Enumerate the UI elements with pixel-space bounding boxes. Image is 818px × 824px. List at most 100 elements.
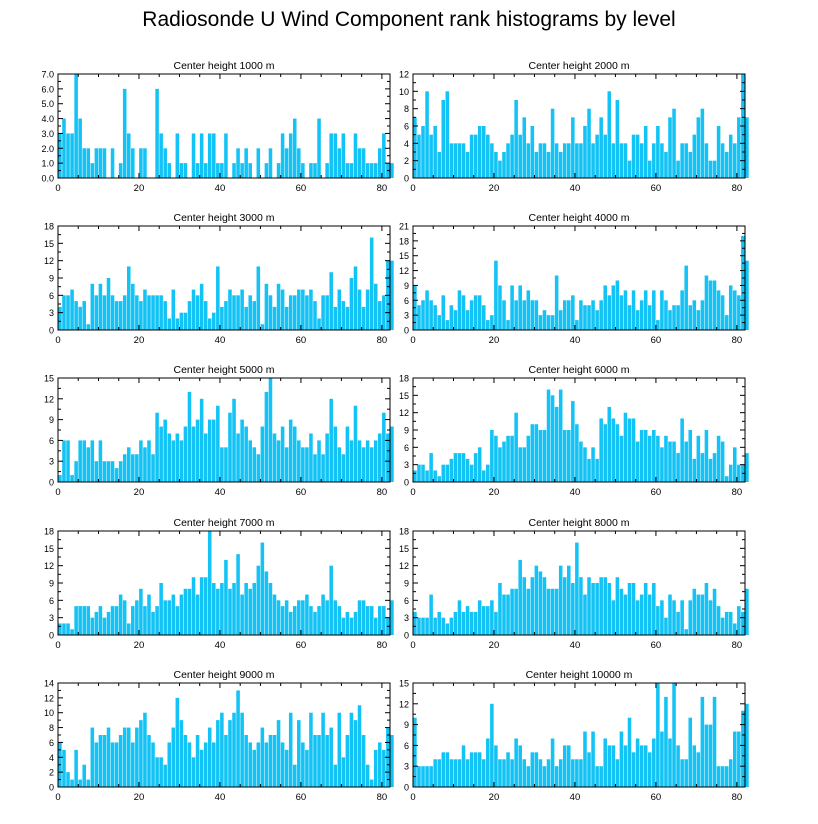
histogram-bar <box>652 738 656 787</box>
histogram-bar <box>477 295 482 330</box>
histogram-bar <box>526 588 531 635</box>
histogram-bar <box>514 738 518 787</box>
histogram-bar <box>510 134 514 178</box>
histogram-bar <box>122 295 127 330</box>
y-tick-label: 18 <box>399 527 409 537</box>
y-tick-label: 18 <box>44 222 54 232</box>
histogram-bar <box>102 295 107 330</box>
histogram-bar <box>595 134 599 178</box>
y-tick-label: 7.0 <box>41 70 54 80</box>
histogram-bar <box>530 424 535 482</box>
histogram-bar <box>284 749 289 787</box>
histogram-bar <box>118 461 123 482</box>
histogram-bar <box>345 735 350 787</box>
histogram-bar <box>195 735 200 787</box>
histogram-bar <box>357 705 362 787</box>
x-tick-label: 40 <box>215 487 226 498</box>
histogram-bar <box>587 458 591 482</box>
histogram-bar <box>599 418 603 482</box>
histogram-bar <box>684 441 688 482</box>
histogram-bar <box>486 606 490 635</box>
histogram-bar <box>619 435 624 482</box>
histogram-bar <box>139 148 143 178</box>
x-tick-label: 60 <box>296 792 307 803</box>
histogram-bar <box>191 133 196 178</box>
histogram-bar <box>696 752 701 787</box>
x-tick-label: 80 <box>732 640 743 651</box>
histogram-bar <box>288 611 293 635</box>
histogram-panel-2: Center height 2000 m 0 20 40 60 80 0 2 4 6 8 10 12 <box>399 60 749 194</box>
histogram-bar <box>98 283 103 330</box>
histogram-bar <box>733 290 737 330</box>
histogram-bar <box>361 148 366 178</box>
histogram-bar <box>86 606 91 635</box>
y-tick-label: 3 <box>49 457 54 467</box>
y-tick-label: 0.0 <box>41 174 54 184</box>
histogram-bar <box>550 108 555 178</box>
histogram-bar <box>643 126 648 178</box>
histogram-bar <box>676 745 680 787</box>
histogram-bar <box>554 275 559 330</box>
histogram-bar <box>712 696 717 787</box>
histogram-bar <box>114 468 119 482</box>
histogram-bar <box>700 108 705 178</box>
histogram-bar <box>737 464 741 482</box>
histogram-bar <box>639 594 644 635</box>
histogram-bar <box>599 766 603 787</box>
histogram-bar <box>522 117 527 178</box>
histogram-bar <box>700 594 705 635</box>
histogram-bar <box>728 464 733 482</box>
histogram-bar <box>171 594 176 635</box>
histogram-bar <box>191 289 196 330</box>
x-tick-label: 20 <box>489 335 500 346</box>
histogram-bar <box>167 600 172 635</box>
histogram-bar <box>74 749 78 787</box>
histogram-bar <box>433 126 437 178</box>
histogram-bar <box>510 435 514 482</box>
histogram-bar <box>131 454 135 482</box>
histogram-bar <box>325 295 329 330</box>
histogram-bar <box>506 594 510 635</box>
histogram-bar <box>745 260 749 330</box>
histogram-bar <box>502 594 506 635</box>
y-tick-label: 0 <box>404 174 409 184</box>
histogram-bar <box>490 703 494 787</box>
histogram-bar <box>745 703 749 787</box>
histogram-bar <box>534 152 539 178</box>
histogram-bar <box>558 759 563 787</box>
histogram-bar <box>390 600 394 635</box>
x-tick-label: 20 <box>134 487 145 498</box>
histogram-bar <box>522 447 527 482</box>
y-tick-label: 18 <box>44 527 54 537</box>
histogram-bar <box>522 759 527 787</box>
histogram-bar <box>692 588 697 635</box>
histogram-bar <box>445 623 450 635</box>
histogram-bar <box>78 779 82 787</box>
histogram-bar <box>292 118 297 178</box>
x-tick-label: 0 <box>55 640 60 651</box>
histogram-bar <box>309 289 313 330</box>
histogram-bar <box>337 712 342 787</box>
histogram-panel-7: Center height 7000 m 0 20 40 60 80 0 3 6 9 12 15 18 <box>44 517 394 651</box>
x-tick-label: 20 <box>489 640 500 651</box>
histogram-bar <box>203 577 208 635</box>
histogram-bar <box>329 565 333 635</box>
histogram-bar <box>728 285 733 330</box>
x-tick-label: 60 <box>296 640 307 651</box>
histogram-bar <box>264 742 269 787</box>
histogram-bar <box>70 629 74 635</box>
histogram-bar <box>720 143 725 178</box>
histogram-bar <box>280 133 285 178</box>
histogram-bar <box>550 588 555 635</box>
histogram-bar <box>417 617 421 635</box>
x-tick-label: 40 <box>215 640 226 651</box>
histogram-bar <box>70 779 74 787</box>
histogram-bar <box>179 720 184 787</box>
histogram-bar <box>179 594 184 635</box>
histogram-bar <box>724 315 729 330</box>
histogram-bar <box>276 163 281 178</box>
histogram-bar <box>187 391 192 482</box>
histogram-bar <box>660 143 664 178</box>
histogram-bar <box>280 289 285 330</box>
histogram-bar <box>228 720 232 787</box>
